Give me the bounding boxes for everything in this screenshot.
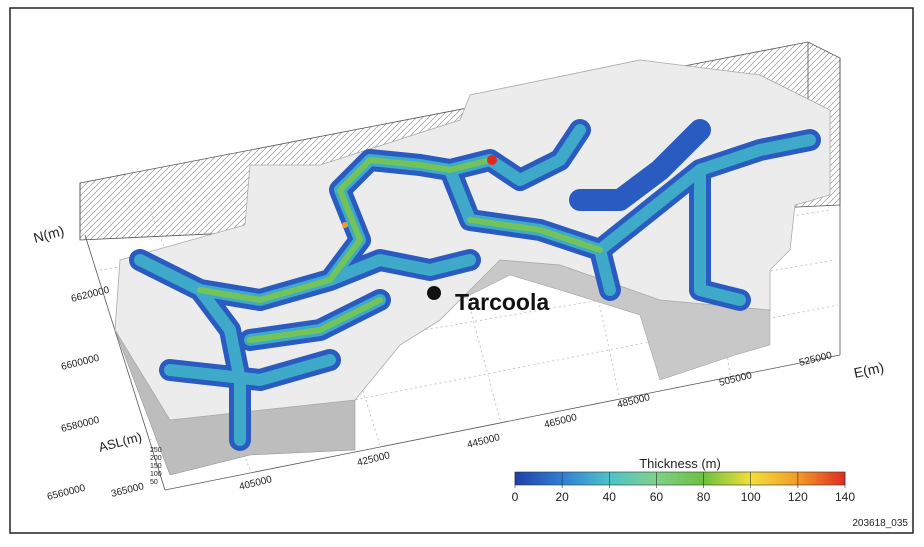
n-tick-label: 6600000	[60, 353, 101, 373]
e-axis-label: E(m)	[852, 359, 885, 381]
z-tick-label: 150	[150, 463, 162, 470]
frame	[9, 7, 914, 534]
colorbar-tick-label: 100	[741, 490, 761, 504]
colorbar-tick-label: 20	[555, 490, 569, 504]
colorbar-tick-label: 80	[697, 490, 711, 504]
e-tick-label: 445000	[466, 432, 501, 451]
colorbar-title: Thickness (m)	[639, 456, 721, 471]
town-label: Tarcoola	[455, 289, 549, 315]
z-tick-label: 50	[150, 479, 158, 486]
colorbar-tick-label: 0	[512, 490, 519, 504]
e-tick-label: 365000	[110, 481, 145, 500]
e-tick-label: 525000	[798, 350, 833, 369]
n-tick-label: 6620000	[70, 285, 111, 305]
z-tick-label: 200	[150, 455, 162, 462]
colorbar-tick-label: 60	[650, 490, 664, 504]
figure-id: 203618_035	[852, 518, 908, 529]
z-axis-label: ASL(m)	[97, 429, 143, 455]
colorbar-tick-label: 120	[788, 490, 808, 504]
town-marker	[427, 286, 441, 300]
z-tick-label: 250	[150, 447, 162, 454]
n-axis-label: N(m)	[32, 222, 66, 246]
e-tick-label: 405000	[238, 474, 273, 493]
z-tick-label: 100	[150, 471, 162, 478]
e-tick-label: 425000	[356, 450, 391, 469]
e-tick-label: 485000	[616, 392, 651, 411]
n-tick-label: 6560000	[46, 483, 87, 503]
e-tick-label: 505000	[718, 370, 753, 389]
colorbar	[514, 471, 846, 486]
thickness-channels	[129, 119, 821, 451]
colorbar-tick-label: 40	[603, 490, 617, 504]
e-tick-label: 465000	[543, 412, 578, 431]
n-tick-label: 6580000	[60, 415, 101, 435]
colorbar-tick-label: 140	[835, 490, 855, 504]
